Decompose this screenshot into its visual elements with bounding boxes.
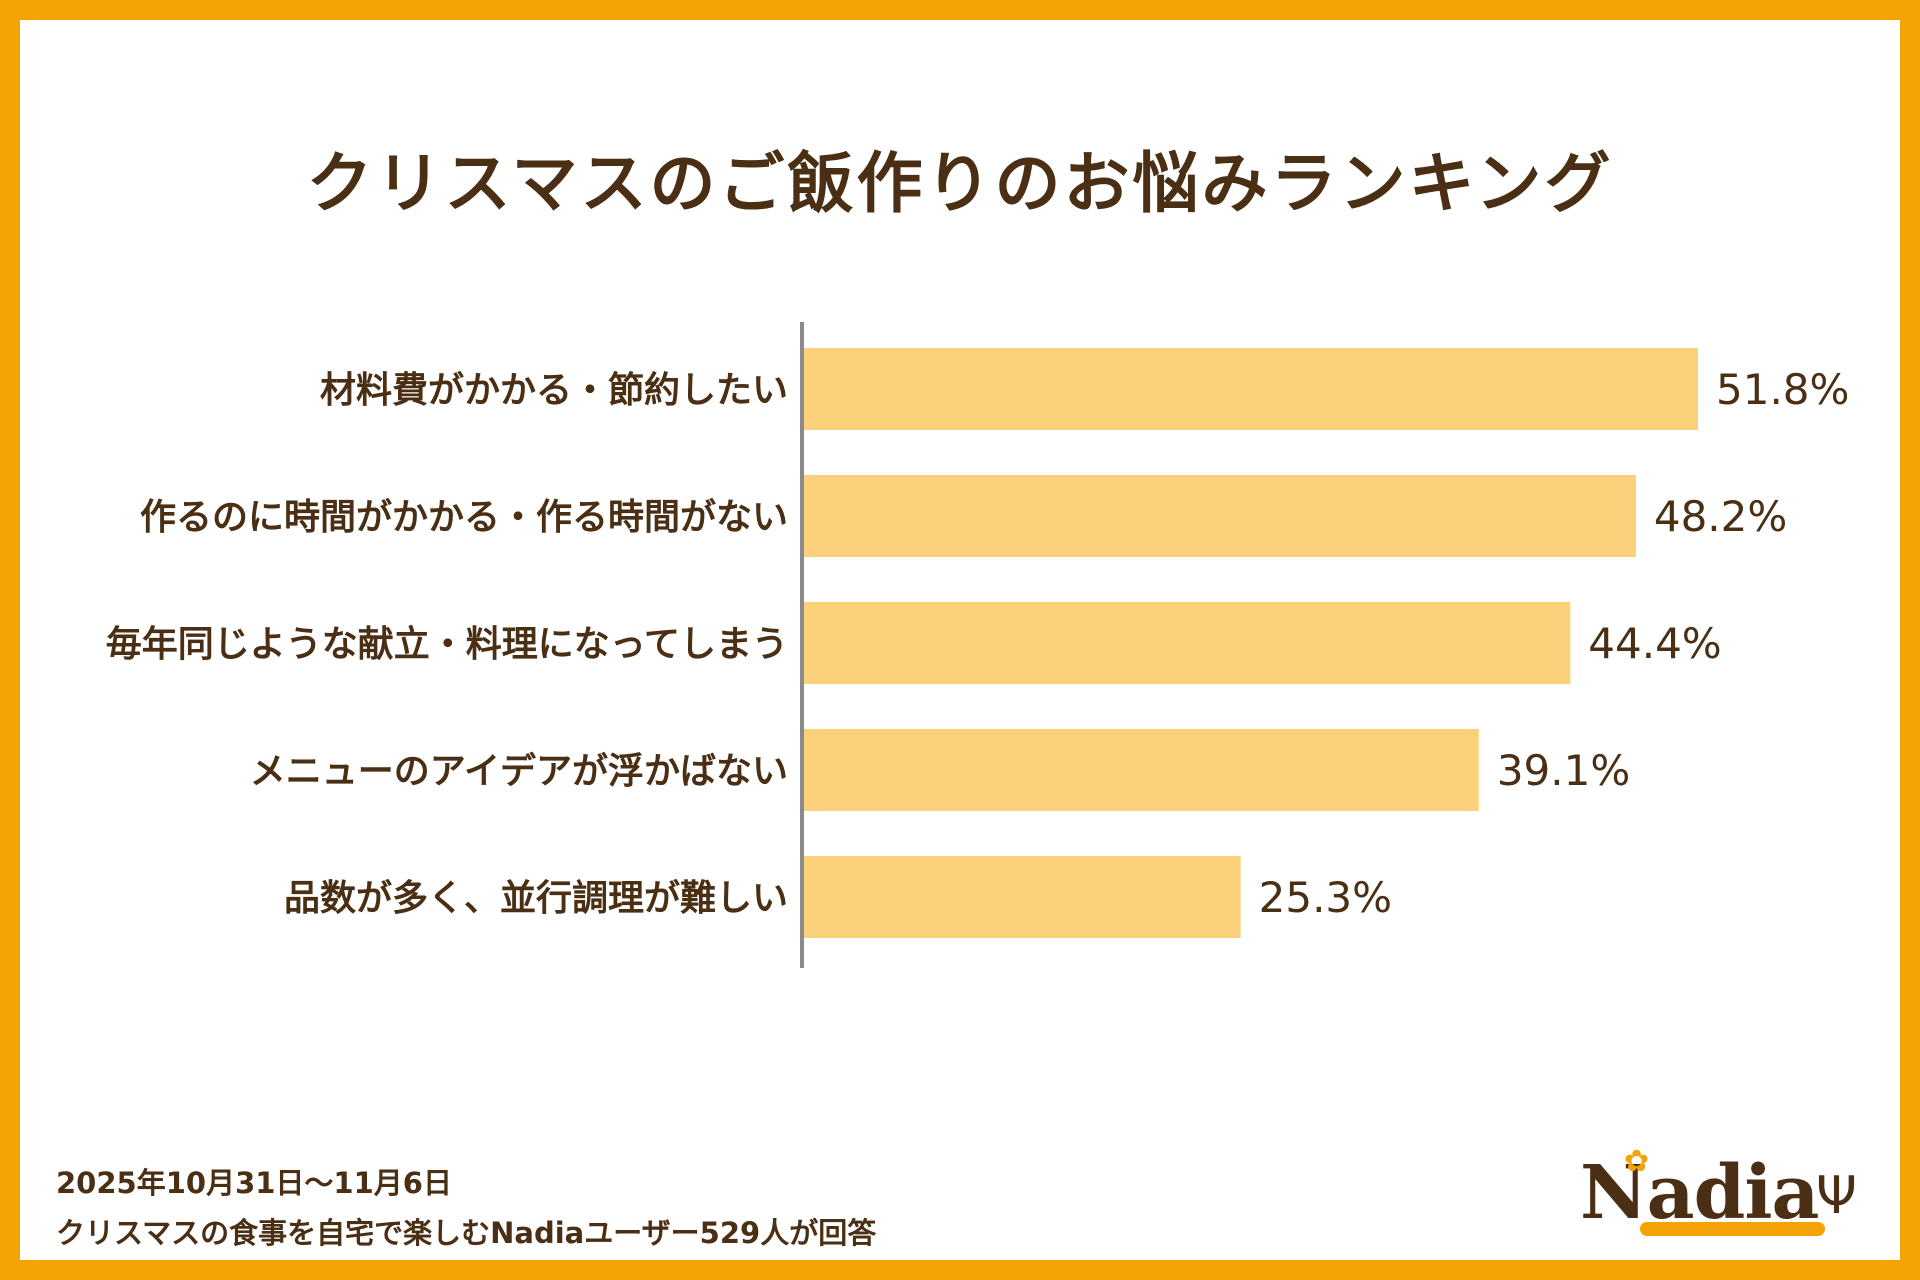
logo-text: Nadia xyxy=(1580,1150,1819,1236)
value-label-3: 44.4% xyxy=(1588,619,1721,668)
value-label-4: 39.1% xyxy=(1497,746,1630,795)
footnote: 2025年10月31日～11月6日 クリスマスの食事を自宅で楽しむNadiaユー… xyxy=(56,1158,876,1258)
category-label-1: 材料費がかかる・節約したい xyxy=(320,370,788,411)
footnote-date: 2025年10月31日～11月6日 xyxy=(56,1166,452,1200)
category-label-2: 作るのに時間がかかる・作る時間がない xyxy=(140,497,788,538)
value-label-5: 25.3% xyxy=(1259,873,1392,922)
category-label-5: 品数が多く、並行調理が難しい xyxy=(284,878,788,919)
bar-2 xyxy=(804,475,1636,557)
value-label-2: 48.2% xyxy=(1654,492,1787,541)
flower-icon: ✿ xyxy=(1624,1144,1650,1179)
category-label-3: 毎年同じような献立・料理になってしまう xyxy=(106,624,788,665)
bar-3 xyxy=(804,602,1571,684)
footnote-survey: クリスマスの食事を自宅で楽しむNadiaユーザー529人が回答 xyxy=(56,1216,877,1250)
category-label-4: メニューのアイデアが浮かばない xyxy=(250,750,788,792)
logo-swoosh xyxy=(1640,1222,1825,1236)
bar-1 xyxy=(804,348,1698,430)
bar-4 xyxy=(804,729,1479,811)
chart-title: クリスマスのご飯作りのお悩みランキング xyxy=(306,145,1614,222)
nadia-logo: Nadia ✿ Ψ xyxy=(1580,1144,1860,1240)
value-label-1: 51.8% xyxy=(1716,365,1849,414)
fork-icon: Ψ xyxy=(1816,1166,1857,1226)
bar-5 xyxy=(804,856,1241,938)
